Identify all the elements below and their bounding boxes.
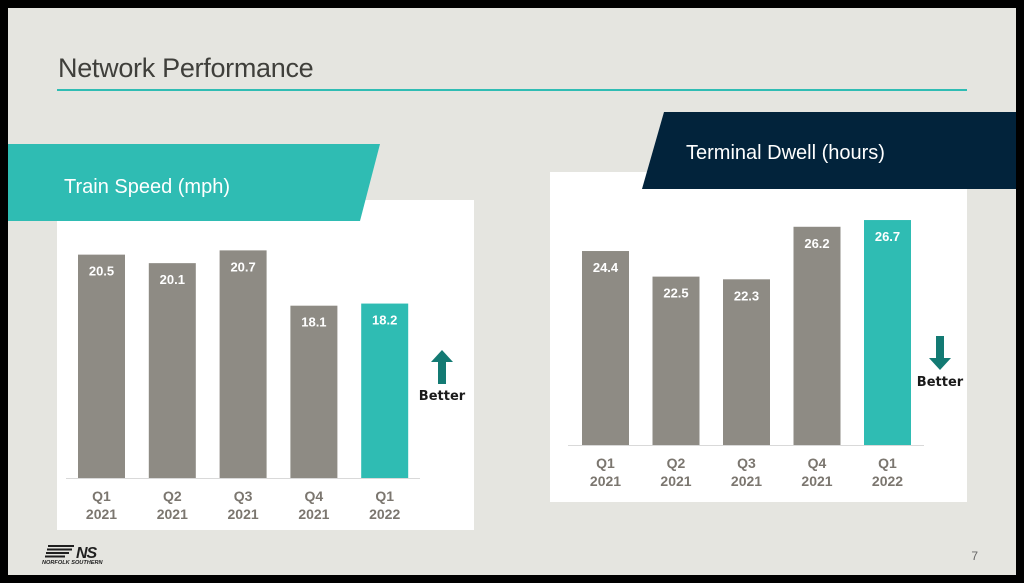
train-speed-title: Train Speed (mph) <box>64 176 230 198</box>
better-label: Better <box>916 375 964 390</box>
title-underline <box>57 89 967 91</box>
train-speed-banner-shape <box>8 144 380 221</box>
better-label: Better <box>418 389 466 404</box>
page-number: 7 <box>971 549 978 563</box>
terminal-dwell-title: Terminal Dwell (hours) <box>686 142 885 164</box>
page-title: Network Performance <box>58 53 314 83</box>
train-speed-banner: Train Speed (mph) <box>8 144 380 221</box>
logo-text: NORFOLK SOUTHERN <box>42 560 104 565</box>
arrow-up-icon <box>431 350 453 384</box>
norfolk-southern-logo: NS NORFOLK SOUTHERN <box>42 545 104 565</box>
terminal-dwell-panel <box>550 172 967 502</box>
slide: Network Performance Train Speed (mph) 20… <box>8 8 1016 575</box>
logo-mark: NS <box>76 545 98 562</box>
terminal-dwell-better-indicator: Better <box>910 336 970 390</box>
arrow-down-icon <box>929 336 951 370</box>
train-speed-better-indicator: Better <box>412 350 472 404</box>
terminal-dwell-banner: Terminal Dwell (hours) <box>642 112 1016 189</box>
terminal-dwell-banner-shape <box>642 112 1016 189</box>
